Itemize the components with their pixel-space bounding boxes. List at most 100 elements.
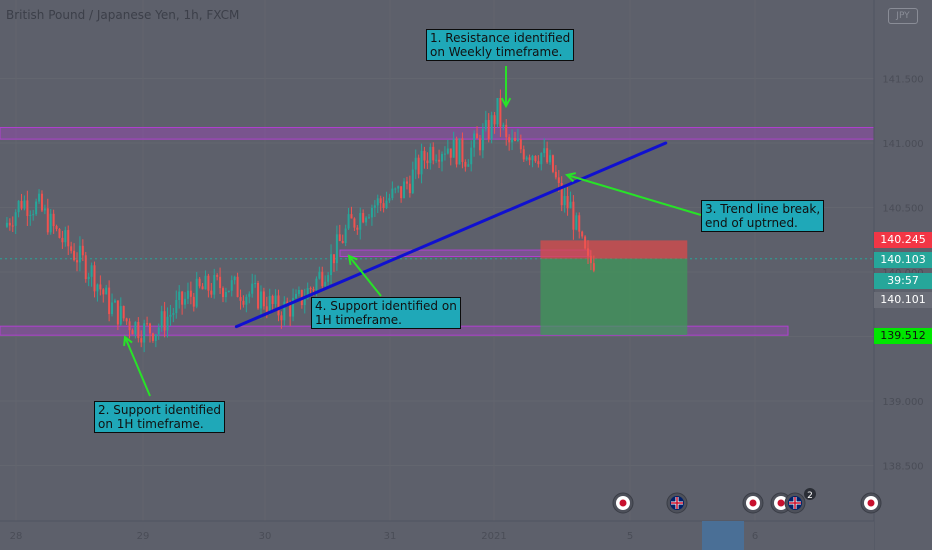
candle-body <box>417 157 420 175</box>
candle-body <box>315 278 318 291</box>
candle-body <box>423 150 426 161</box>
candle-body <box>543 148 546 154</box>
candle-body <box>496 97 499 125</box>
candle-body <box>40 193 43 211</box>
candle-body <box>265 306 268 312</box>
candle-body <box>528 157 531 161</box>
candle-body <box>227 290 230 292</box>
crosshair-price-label: 140.101 <box>874 292 932 308</box>
candle-body <box>473 133 476 148</box>
annotation-resistance[interactable]: 1. Resistance identified on Weekly timef… <box>426 29 575 61</box>
candle-body <box>181 291 184 305</box>
arrow-shaft <box>124 336 151 397</box>
x-tick-label: 29 <box>137 531 150 542</box>
annotation-support-low[interactable]: 2. Support identified on 1H timeframe. <box>94 401 226 433</box>
candle-body <box>131 330 134 335</box>
candle-body <box>350 214 353 219</box>
candle-body <box>146 323 149 325</box>
candle-body <box>99 284 102 290</box>
candle-body <box>572 201 575 230</box>
candle-body <box>257 282 260 309</box>
candle-body <box>347 214 350 229</box>
candle-body <box>403 181 406 199</box>
candle-body <box>8 222 11 226</box>
candle-body <box>192 296 195 307</box>
candle-body <box>105 287 108 295</box>
candle-body <box>286 301 289 305</box>
candle-body <box>96 284 99 292</box>
flag-jp-dot <box>749 499 757 507</box>
candle-body <box>93 265 96 292</box>
candle-body <box>321 271 324 287</box>
candle-body <box>368 217 370 219</box>
candle-body <box>455 138 458 165</box>
y-tick-label: 138.500 <box>882 462 923 473</box>
annotation-trend-break[interactable]: 3. Trend line break, end of uptrned. <box>701 200 825 232</box>
candle-body <box>411 169 414 194</box>
candle-body <box>55 226 58 229</box>
economic-events[interactable]: 2 <box>612 488 882 514</box>
candle-body <box>245 296 248 305</box>
candle-body <box>111 302 114 315</box>
candle-body <box>359 213 362 230</box>
candle-body <box>388 198 391 201</box>
candle-body <box>405 181 408 184</box>
candle-body <box>592 263 595 271</box>
short-position-tool[interactable] <box>540 240 688 335</box>
candle-body <box>143 323 146 343</box>
x-tick-label: 30 <box>259 531 272 542</box>
currency-badge[interactable]: JPY <box>888 8 918 24</box>
candle-body <box>268 296 271 312</box>
candle-body <box>151 333 154 341</box>
candle-body <box>481 129 484 151</box>
candle-body <box>464 161 467 167</box>
y-tick-label: 141.500 <box>882 75 923 86</box>
candle-body <box>154 334 157 341</box>
candle-body <box>318 271 321 279</box>
candle-body <box>584 236 587 249</box>
candle-body <box>26 200 29 216</box>
candle-body <box>222 288 224 298</box>
candle-body <box>443 153 446 155</box>
candle-body <box>216 275 219 277</box>
arrow-shaft <box>566 174 702 216</box>
candle-body <box>14 212 17 226</box>
arrow-head <box>347 254 358 266</box>
trendline-line <box>234 141 668 329</box>
candle-body <box>397 186 400 189</box>
flag-jp-dot <box>867 499 875 507</box>
candle-body <box>178 291 181 300</box>
candle-body <box>540 153 543 165</box>
stop-zone <box>540 240 688 259</box>
candle-body <box>519 139 522 150</box>
candle-body <box>516 139 519 141</box>
event-count-badge <box>804 488 816 500</box>
candle-body <box>408 183 411 194</box>
candle-body <box>140 338 143 343</box>
candle-body <box>292 298 295 317</box>
candle-body <box>400 186 403 199</box>
candle-body <box>560 182 563 206</box>
candle-body <box>335 234 338 264</box>
candle-body <box>204 275 207 290</box>
candle-body <box>149 323 151 334</box>
candle-body <box>20 200 23 209</box>
candle-body <box>61 237 64 243</box>
candle-body <box>35 201 38 215</box>
candle-body <box>330 254 333 276</box>
candle-body <box>303 298 306 306</box>
candle-body <box>569 201 572 209</box>
trendline[interactable] <box>234 141 668 329</box>
candle-body <box>239 297 242 301</box>
candle-body <box>449 148 452 158</box>
arrow-head <box>500 97 512 109</box>
candle-body <box>119 306 122 325</box>
annotation-support-mid[interactable]: 4. Support identified on 1H timeframe. <box>311 297 461 329</box>
stop-price-label: 140.245 <box>874 232 932 248</box>
candle-body <box>344 228 347 243</box>
candle-body <box>87 276 90 280</box>
candle-body <box>219 276 222 289</box>
candle-body <box>254 282 257 284</box>
candle-body <box>186 290 189 299</box>
